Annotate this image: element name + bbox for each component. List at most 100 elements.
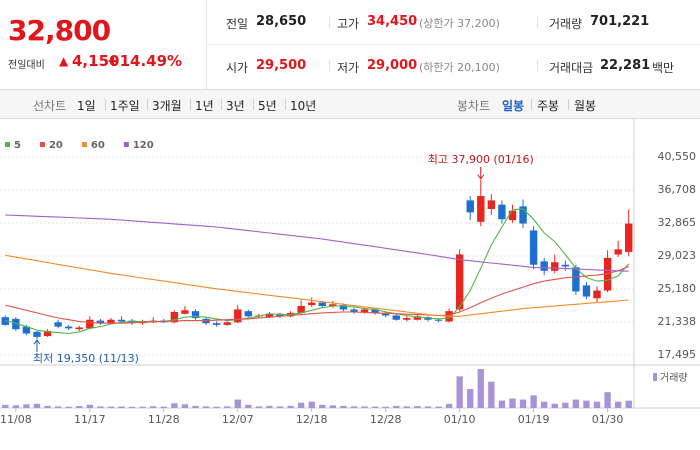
volume-bar bbox=[541, 401, 548, 408]
volume-bar bbox=[604, 392, 611, 408]
volume-bar bbox=[54, 406, 62, 408]
candle-tab[interactable]: 월봉 bbox=[574, 99, 597, 113]
up-icon: ▲ bbox=[59, 54, 69, 68]
volume-bar bbox=[382, 406, 389, 408]
volume-bar bbox=[213, 406, 220, 408]
tab-separator bbox=[568, 99, 569, 110]
candle-body bbox=[12, 318, 20, 330]
moving-average-line bbox=[5, 254, 629, 317]
divider bbox=[537, 16, 538, 28]
volume-bar bbox=[467, 389, 474, 408]
volume-bar bbox=[488, 381, 495, 408]
moving-average-line bbox=[5, 208, 630, 335]
legend-swatch bbox=[39, 142, 45, 147]
candle-body bbox=[75, 327, 83, 330]
stat-label: 저가 bbox=[337, 61, 360, 75]
candle-body bbox=[593, 290, 601, 299]
x-tick-label: 12/07 bbox=[222, 413, 254, 426]
moving-average-line bbox=[5, 265, 629, 324]
volume-legend-label: 거래량 bbox=[660, 372, 688, 384]
candle-body bbox=[33, 331, 41, 337]
tab-separator bbox=[190, 99, 191, 110]
candle-body bbox=[625, 223, 633, 252]
y-tick-label: 25,180 bbox=[658, 282, 697, 295]
legend-swatch bbox=[123, 142, 129, 147]
x-tick-label: 01/30 bbox=[592, 413, 624, 426]
volume-bar bbox=[445, 403, 453, 408]
x-tick-label: 11/08 bbox=[0, 413, 32, 426]
candle-body bbox=[487, 200, 496, 209]
volume-bar bbox=[572, 399, 580, 408]
divider bbox=[206, 0, 207, 89]
candle-body bbox=[434, 319, 443, 321]
volume-bar bbox=[308, 401, 315, 408]
candle-tab[interactable]: 일봉 bbox=[502, 99, 525, 113]
legend-label: 20 bbox=[49, 140, 63, 151]
volume-bar bbox=[593, 401, 601, 408]
candle-body bbox=[360, 309, 369, 313]
candle-body bbox=[498, 204, 506, 220]
volume-bar bbox=[276, 406, 284, 408]
volume-bar bbox=[297, 402, 305, 408]
candle-body bbox=[181, 310, 189, 314]
candle-body bbox=[529, 230, 538, 265]
candle-body bbox=[413, 316, 422, 320]
stat-label: 전일 bbox=[226, 17, 249, 31]
volume-bar bbox=[12, 405, 20, 408]
quote-header: 32,800 전일대비 ▲ 4,150 +14.49% 전일 28,650 고가 34… bbox=[0, 0, 700, 90]
volume-bar bbox=[562, 402, 569, 408]
volume-bar bbox=[224, 406, 231, 408]
volume-bar bbox=[414, 406, 421, 408]
divider bbox=[537, 60, 538, 72]
candle-body bbox=[212, 323, 221, 325]
volume-bar bbox=[614, 401, 622, 408]
x-tick-label: 12/28 bbox=[370, 413, 402, 426]
period-tab[interactable]: 1년 bbox=[195, 99, 214, 113]
volume-bar bbox=[139, 406, 146, 408]
tab-group-label: 봉차트 bbox=[457, 99, 491, 113]
x-tick-label: 01/10 bbox=[444, 413, 476, 426]
candle-body bbox=[117, 319, 126, 322]
period-tab[interactable]: 3개월 bbox=[152, 99, 182, 113]
volume-bar bbox=[118, 406, 125, 408]
candle-body bbox=[519, 206, 527, 224]
candle-body bbox=[540, 261, 548, 271]
candle-body bbox=[603, 257, 612, 291]
candle-body bbox=[392, 315, 400, 320]
y-tick-label: 32,865 bbox=[658, 216, 697, 229]
y-tick-label: 36,708 bbox=[658, 183, 697, 196]
tab-group-label: 선차트 bbox=[33, 99, 67, 113]
period-tab[interactable]: 3년 bbox=[226, 99, 245, 113]
y-tick-label: 40,550 bbox=[658, 150, 697, 163]
change-label: 전일대비 bbox=[8, 60, 45, 71]
stat-value: 22,281 bbox=[600, 58, 651, 73]
period-tab[interactable]: 1주일 bbox=[110, 99, 140, 113]
chart: 40,550 36,708 32,865 29,023 25,180 21,338 17,4… bbox=[0, 119, 700, 426]
moving-average-line bbox=[5, 214, 629, 272]
volume-bar bbox=[150, 406, 157, 408]
candle-body bbox=[329, 304, 337, 307]
period-tabs: 선차트 1일 1주일 3개월 1년 3년 5년 10년 봉차트 일봉 주봉 월봉 bbox=[0, 90, 700, 119]
period-tab[interactable]: 10년 bbox=[290, 99, 317, 113]
volume-bar bbox=[202, 406, 210, 408]
volume-bar bbox=[192, 405, 199, 408]
volume-bar bbox=[350, 406, 358, 408]
stat-label: 거래대금 bbox=[549, 61, 594, 75]
tab-separator bbox=[147, 99, 148, 110]
candle-body bbox=[265, 313, 274, 318]
candle-tab[interactable]: 주봉 bbox=[537, 99, 560, 113]
stat-note: (하한가 20,100) bbox=[419, 61, 500, 74]
period-tab[interactable]: 1일 bbox=[77, 99, 96, 113]
volume-bar bbox=[181, 404, 189, 408]
candle-body bbox=[551, 262, 559, 271]
volume-bar bbox=[583, 400, 590, 408]
candle-body bbox=[350, 309, 358, 313]
legend-label: 120 bbox=[133, 140, 154, 151]
volume-bar bbox=[424, 406, 432, 408]
candle-body bbox=[297, 306, 305, 313]
candle-body bbox=[508, 210, 517, 221]
x-tick-label: 12/18 bbox=[296, 413, 328, 426]
volume-bar bbox=[266, 405, 273, 408]
volume-bar bbox=[76, 406, 83, 408]
period-tab[interactable]: 5년 bbox=[258, 99, 277, 113]
